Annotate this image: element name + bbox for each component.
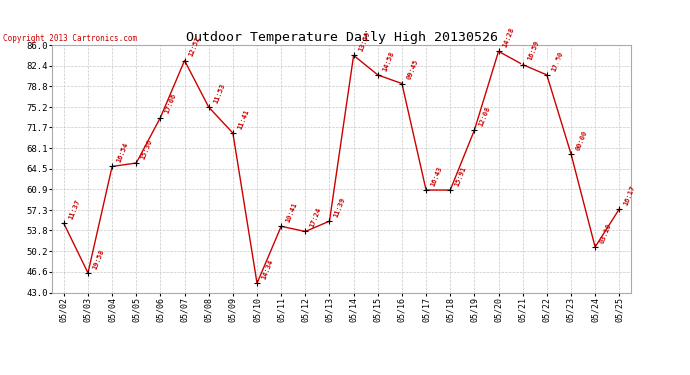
Title: Outdoor Temperature Daily High 20130526: Outdoor Temperature Daily High 20130526 xyxy=(186,31,497,44)
Text: 00:00: 00:00 xyxy=(575,129,588,151)
Text: 17:24: 17:24 xyxy=(309,207,322,229)
Text: 14:34: 14:34 xyxy=(261,258,274,280)
Text: 11:41: 11:41 xyxy=(237,108,250,130)
Text: 11:53: 11:53 xyxy=(213,82,226,104)
Text: 14:58: 14:58 xyxy=(382,50,395,72)
Text: 16:17: 16:17 xyxy=(623,184,636,206)
Text: 14:28: 14:28 xyxy=(502,27,515,48)
Text: 09:45: 09:45 xyxy=(406,59,419,81)
Text: Copyright 2013 Cartronics.com: Copyright 2013 Cartronics.com xyxy=(3,34,137,43)
Text: 11:39: 11:39 xyxy=(333,196,346,218)
Text: 11:37: 11:37 xyxy=(68,199,81,220)
Text: 16:54: 16:54 xyxy=(116,142,129,164)
Text: 13:59: 13:59 xyxy=(357,30,371,52)
Text: 17:06: 17:06 xyxy=(164,93,177,115)
Text: 15:36: 15:36 xyxy=(140,138,153,160)
Text: 12:08: 12:08 xyxy=(478,105,491,127)
Text: 10:41: 10:41 xyxy=(285,201,298,223)
Text: 16:43: 16:43 xyxy=(430,165,443,187)
Text: 03:10: 03:10 xyxy=(599,222,612,244)
Text: 12:52: 12:52 xyxy=(188,36,201,58)
Text: 16:59: 16:59 xyxy=(526,40,540,62)
Text: 19:58: 19:58 xyxy=(92,248,105,270)
Text: 17:50: 17:50 xyxy=(551,50,564,72)
Text: 15:91: 15:91 xyxy=(454,165,467,187)
